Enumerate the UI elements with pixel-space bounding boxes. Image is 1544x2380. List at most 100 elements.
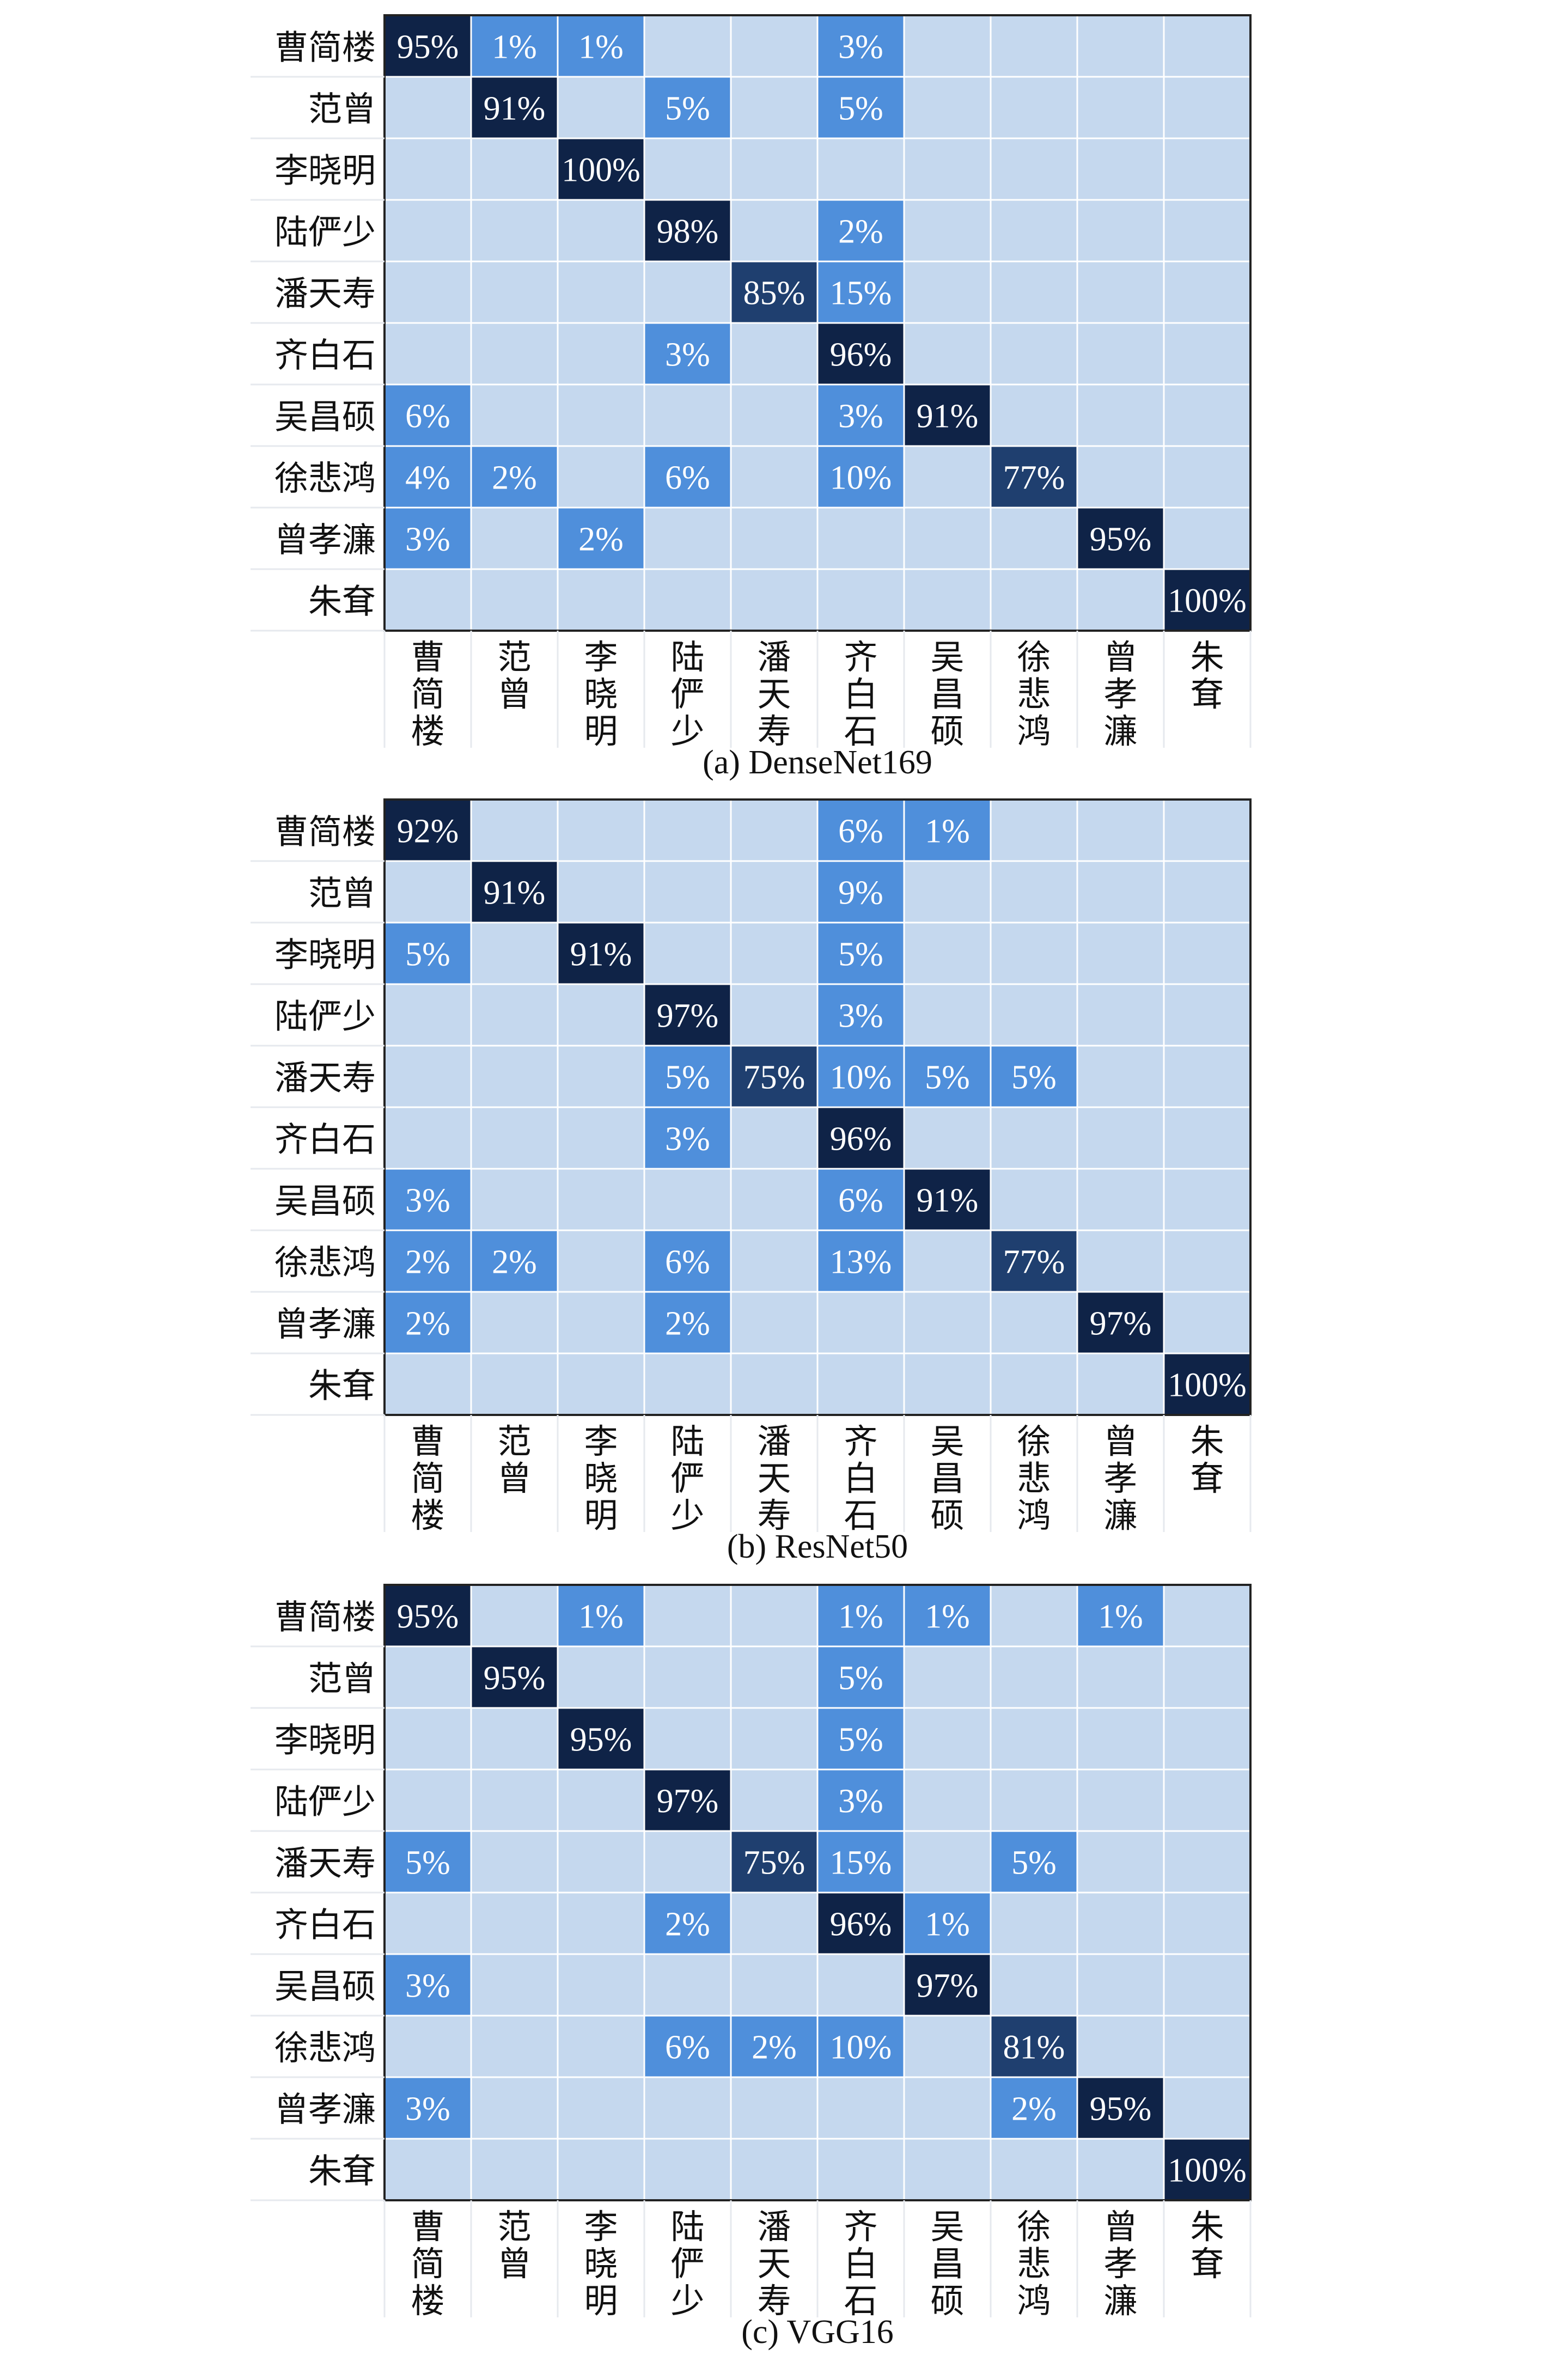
heatmap-cell (816, 1707, 905, 1771)
heatmap-cell (643, 860, 732, 924)
heatmap-cell (470, 1291, 559, 1354)
heatmap-cell (470, 2076, 559, 2140)
heatmap-cell (816, 1584, 905, 1647)
heatmap-cell (383, 2015, 472, 2078)
heatmap-cell (816, 1891, 905, 1955)
row-label: 曾孝濂 (274, 2090, 376, 2129)
cell-value-label: 97% (657, 1783, 719, 1820)
heatmap-cell (816, 1045, 905, 1108)
heatmap-cell (730, 983, 819, 1047)
heatmap-cell (816, 568, 905, 632)
heatmap-cell (643, 1045, 732, 1108)
heatmap-cell (1076, 1168, 1165, 1231)
heatmap-cell (903, 568, 992, 632)
heatmap-cell (470, 2015, 559, 2078)
heatmap-cell (557, 1045, 645, 1108)
cell-value-label: 77% (1003, 460, 1065, 497)
heatmap-cell (730, 1830, 819, 1894)
heatmap-cell (730, 798, 819, 862)
cell-value-label: 2% (838, 213, 883, 251)
heatmap-cell (557, 1352, 645, 1416)
heatmap-cell (816, 260, 905, 324)
heatmap-cell (990, 1229, 1078, 1293)
heatmap-cell (730, 1168, 819, 1231)
cell-value-label: 3% (665, 1121, 710, 1158)
heatmap-cell (557, 1891, 645, 1955)
heatmap-cell (1163, 260, 1252, 324)
heatmap-cell (903, 922, 992, 985)
cell-value-label: 95% (397, 1598, 459, 1636)
heatmap-cell (990, 798, 1078, 862)
cell-value-label: 6% (665, 2029, 710, 2066)
heatmap-cell (990, 506, 1078, 570)
cell-value-label: 97% (917, 1968, 979, 2005)
heatmap-cell (383, 1707, 472, 1771)
heatmap-cell (557, 2138, 645, 2201)
heatmap-cell (557, 798, 645, 862)
heatmap-cell (903, 445, 992, 509)
heatmap-cell (903, 1168, 992, 1231)
heatmap-cell (1163, 506, 1252, 570)
heatmap-cell (557, 383, 645, 447)
heatmap-cell (383, 199, 472, 263)
column-label: 朱耷 (1190, 1421, 1224, 1498)
row-label: 范曾 (308, 874, 376, 913)
heatmap-cell (557, 1645, 645, 1709)
column-label: 齐白石 (844, 637, 877, 751)
cell-value-label: 91% (484, 90, 546, 127)
cell-value-label: 3% (838, 1783, 883, 1820)
heatmap-cell (990, 1953, 1078, 2017)
heatmap-cell (557, 445, 645, 509)
heatmap-cell (470, 1768, 559, 1832)
heatmap-cell (730, 2076, 819, 2140)
heatmap-cell (1163, 2076, 1252, 2140)
row-label: 曾孝濂 (274, 1304, 376, 1344)
cell-value-label: 97% (1090, 1305, 1152, 1342)
column-label: 陆俨少 (670, 2207, 704, 2321)
row-label: 范曾 (308, 1659, 376, 1699)
cell-value-label: 1% (492, 29, 537, 66)
column-label: 吴昌硕 (930, 2207, 964, 2321)
heatmap-cell (816, 445, 905, 509)
heatmap-cell (730, 2015, 819, 2078)
cell-value-label: 6% (838, 813, 883, 850)
column-label: 曹简楼 (411, 637, 444, 751)
cell-value-label: 81% (1003, 2029, 1065, 2066)
heatmap-cell (730, 445, 819, 509)
heatmap-cell (1076, 137, 1165, 201)
row-label: 曹简楼 (274, 28, 376, 68)
cell-value-label: 13% (830, 1244, 892, 1281)
cell-value-label: 5% (838, 90, 883, 127)
cell-value-label: 15% (830, 1845, 892, 1882)
heatmap-cell (730, 137, 819, 201)
heatmap-cell (557, 1953, 645, 2017)
column-label: 范曾 (497, 637, 531, 714)
heatmap-cell (1076, 14, 1165, 78)
cell-value-label: 1% (925, 1906, 970, 1943)
heatmap-cell (557, 2015, 645, 2078)
heatmap-cell (1076, 2015, 1165, 2078)
heatmap-cell (1163, 1891, 1252, 1955)
cell-value-label: 85% (743, 275, 805, 312)
column-label: 范曾 (497, 1421, 531, 1498)
heatmap-cell (1163, 983, 1252, 1047)
cell-value-label: 3% (405, 2091, 450, 2128)
heatmap-cell (470, 568, 559, 632)
heatmap-cell (470, 506, 559, 570)
cell-value-label: 100% (1168, 2152, 1247, 2189)
heatmap-cell (990, 1830, 1078, 1894)
heatmap-cell (643, 1707, 732, 1771)
cell-value-label: 96% (830, 337, 892, 374)
heatmap-cell (990, 1891, 1078, 1955)
heatmap-cell (643, 14, 732, 78)
heatmap-cell (1076, 76, 1165, 139)
heatmap-cell (990, 568, 1078, 632)
cell-value-label: 15% (830, 275, 892, 312)
heatmap-cell (1163, 860, 1252, 924)
heatmap-cell (1163, 445, 1252, 509)
heatmap-cell (730, 1229, 819, 1293)
cell-value-label: 92% (397, 813, 459, 850)
cell-value-label: 3% (838, 398, 883, 435)
heatmap-cell (1076, 860, 1165, 924)
heatmap-cell (470, 1953, 559, 2017)
